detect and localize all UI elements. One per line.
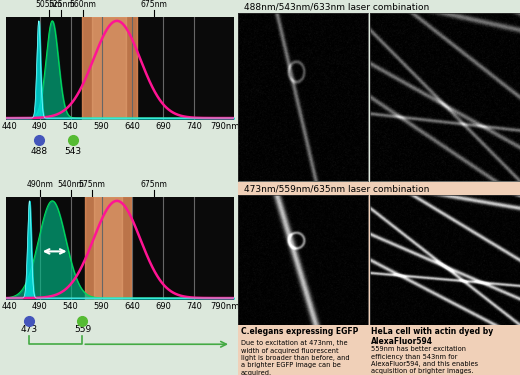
Text: 440: 440 <box>1 122 17 131</box>
Text: 740: 740 <box>186 122 202 131</box>
Text: 640: 640 <box>124 122 140 131</box>
Text: 505nm: 505nm <box>36 0 62 9</box>
Text: 540: 540 <box>63 302 79 311</box>
Text: 675nm: 675nm <box>140 0 167 9</box>
Text: 490nm: 490nm <box>27 180 54 189</box>
Text: 473nm/559nm/635nm laser combination: 473nm/559nm/635nm laser combination <box>244 184 429 193</box>
Text: Due to excitation at 473nm, the
width of acquired fluorescent
light is broader t: Due to excitation at 473nm, the width of… <box>241 340 349 375</box>
Bar <box>94 196 122 300</box>
Text: HeLa cell with actin dyed by
AlexaFluor594: HeLa cell with actin dyed by AlexaFluor5… <box>371 327 493 346</box>
Bar <box>82 16 137 120</box>
Text: 559: 559 <box>74 325 91 334</box>
Text: 575nm: 575nm <box>79 180 106 189</box>
Text: 525nm: 525nm <box>48 0 75 9</box>
Text: 640: 640 <box>124 302 140 311</box>
Text: 543: 543 <box>64 147 81 156</box>
Text: 675nm: 675nm <box>140 180 167 189</box>
Text: 559nm has better excitation
efficiency than 543nm for
AlexaFluor594, and this en: 559nm has better excitation efficiency t… <box>371 346 478 375</box>
Text: 790nm: 790nm <box>210 302 239 311</box>
Text: 540: 540 <box>63 122 79 131</box>
Text: 488nm/543nm/633nm laser combination: 488nm/543nm/633nm laser combination <box>244 2 429 11</box>
Text: 440: 440 <box>1 302 17 311</box>
Text: 473: 473 <box>21 325 38 334</box>
Text: 488: 488 <box>30 147 47 156</box>
Bar <box>85 196 131 300</box>
Text: 590: 590 <box>94 302 109 311</box>
Text: 690: 690 <box>155 122 171 131</box>
Text: 540nm: 540nm <box>57 180 84 189</box>
Text: 790nm: 790nm <box>210 122 239 131</box>
Text: 490: 490 <box>32 122 48 131</box>
Text: 560nm: 560nm <box>70 0 97 9</box>
Text: C.elegans expressing EGFP: C.elegans expressing EGFP <box>241 327 358 336</box>
Bar <box>92 16 126 120</box>
Text: 490: 490 <box>32 302 48 311</box>
Text: 690: 690 <box>155 302 171 311</box>
Text: 590: 590 <box>94 122 109 131</box>
Text: 740: 740 <box>186 302 202 311</box>
